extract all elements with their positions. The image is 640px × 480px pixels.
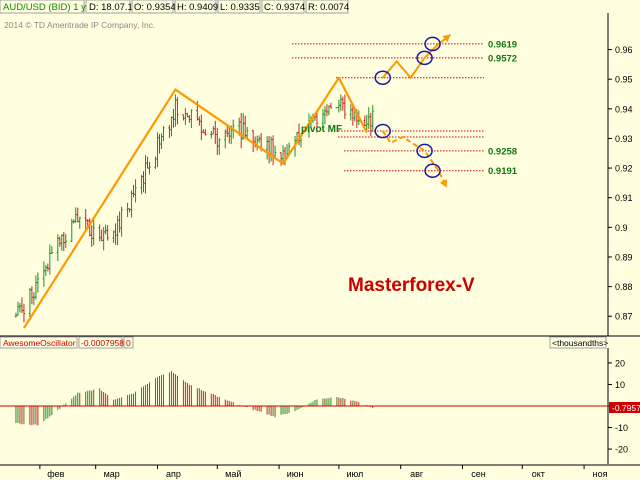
price-tick-label: 0.9 bbox=[615, 223, 628, 233]
brand-label: Masterforex-V bbox=[348, 275, 475, 296]
osc-tick-label: 10 bbox=[615, 380, 625, 390]
osc-tick-label: 20 bbox=[615, 358, 625, 368]
price-y-axis: 0.87 0.88 0.89 0.9 0.91 0.92 0.93 0.94 0.95 0.96 bbox=[608, 45, 633, 322]
target-circle bbox=[416, 50, 433, 66]
open-box bbox=[131, 0, 174, 14]
time-tick-label: июл bbox=[346, 469, 363, 479]
pivot-label: pivot MF bbox=[301, 124, 342, 135]
osc-extra: 0 bbox=[126, 338, 131, 348]
target-circle bbox=[416, 143, 433, 159]
time-tick-label: фев bbox=[47, 469, 64, 479]
candles bbox=[14, 94, 374, 323]
range-text: R: 0.0074 bbox=[308, 2, 349, 13]
time-tick-label: май bbox=[225, 469, 241, 479]
target-circles bbox=[374, 36, 441, 178]
projection-up-arrow bbox=[442, 34, 451, 43]
symbol-box[interactable] bbox=[0, 0, 85, 14]
symbol-text: AUD/USD (BID) 1 y D bbox=[3, 2, 96, 13]
osc-tick-label: -20 bbox=[615, 445, 628, 455]
target-circle bbox=[374, 70, 391, 85]
target-circle bbox=[374, 123, 391, 139]
time-tick-label: ноя bbox=[593, 469, 608, 479]
price-levels: 0.9619 0.9572 0.9258 0.9191 bbox=[292, 39, 518, 177]
time-tick-label: июн bbox=[287, 469, 304, 479]
price-tick-label: 0.87 bbox=[615, 312, 633, 322]
time-tick-label: сен bbox=[471, 469, 486, 479]
range-box bbox=[305, 0, 349, 14]
osc-value: -0.0007958 bbox=[81, 338, 124, 348]
time-tick-label: апр bbox=[166, 469, 181, 479]
osc-extra-box bbox=[123, 336, 134, 349]
close-text: C: 0.9374 bbox=[264, 2, 305, 13]
time-axis: фев мар апр май июн июл авг сен окт ноя bbox=[39, 465, 608, 479]
header-bar: AUD/USD (BID) 1 y D D: 18.07.14 O: 0.935… bbox=[0, 0, 349, 14]
osc-bars bbox=[15, 371, 374, 426]
projection-down-arrow bbox=[439, 179, 448, 188]
price-tick-label: 0.96 bbox=[615, 45, 633, 55]
price-tick-label: 0.95 bbox=[615, 75, 633, 85]
price-tick-label: 0.89 bbox=[615, 252, 633, 262]
osc-name-box[interactable] bbox=[0, 336, 78, 349]
close-box bbox=[261, 0, 305, 14]
level-label: 0.9572 bbox=[488, 53, 517, 64]
price-tick-label: 0.94 bbox=[615, 104, 633, 114]
osc-units-box bbox=[549, 336, 607, 349]
date-box bbox=[85, 0, 131, 14]
price-tick-label: 0.92 bbox=[615, 164, 633, 174]
open-text: O: 0.9354 bbox=[134, 2, 176, 13]
oscillator-header: AwesomeOscillator -0.0007958 0 <thousand… bbox=[0, 336, 640, 349]
low-text: L: 0.9335 bbox=[220, 2, 260, 13]
low-box bbox=[217, 0, 261, 14]
level-label: 0.9619 bbox=[488, 39, 517, 50]
osc-last-tag-text: -0.7957 bbox=[612, 403, 640, 413]
oscillator-header-bg bbox=[0, 337, 640, 348]
price-tick-label: 0.88 bbox=[615, 282, 633, 292]
target-circle bbox=[424, 36, 441, 52]
osc-value-box bbox=[78, 336, 123, 349]
price-tick-label: 0.91 bbox=[615, 193, 633, 203]
high-text: H: 0.9409 bbox=[177, 2, 218, 13]
level-label: 0.9258 bbox=[488, 146, 517, 157]
zigzag-line bbox=[22, 76, 368, 329]
osc-name: AwesomeOscillator bbox=[3, 338, 76, 348]
osc-last-tag-bg bbox=[609, 402, 640, 413]
price-tick-label: 0.93 bbox=[615, 134, 633, 144]
target-circle bbox=[424, 163, 441, 178]
level-label: 0.9191 bbox=[488, 166, 518, 177]
time-tick-label: мар bbox=[104, 469, 120, 479]
high-box bbox=[174, 0, 217, 14]
osc-last-tag: -0.7957 bbox=[609, 402, 640, 413]
time-tick-label: окт bbox=[532, 469, 545, 479]
osc-tick-label: -10 bbox=[615, 423, 628, 433]
time-tick-label: авг bbox=[410, 469, 424, 479]
osc-units: <thousandths> bbox=[552, 338, 608, 348]
date-text: D: 18.07.14 bbox=[89, 2, 138, 13]
watermark: 2014 © TD Ameritrade IP Company, Inc. bbox=[4, 20, 155, 30]
